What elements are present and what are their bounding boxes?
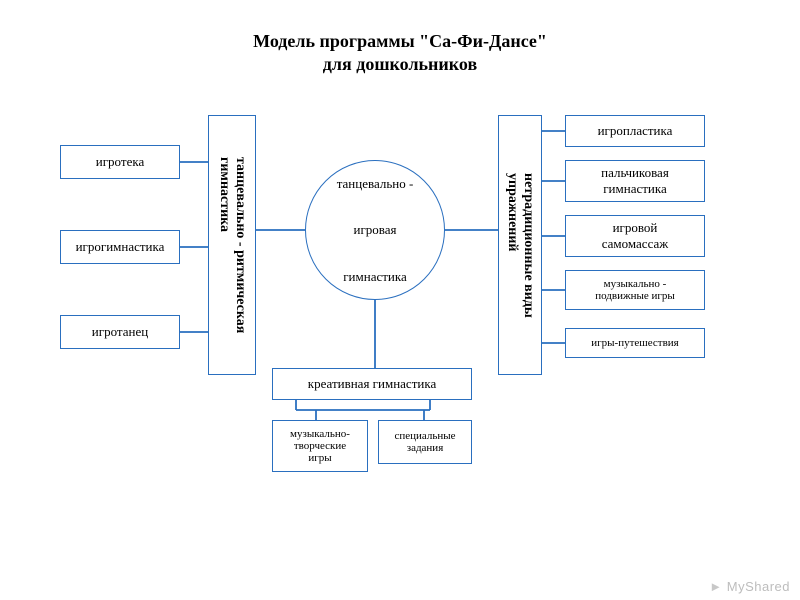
left-box-2: игротанец [60, 315, 180, 349]
right-box-3: музыкально - подвижные игры [565, 270, 705, 310]
watermark: ► MyShared [709, 579, 790, 594]
bottom-sub-box-0: музыкально- творческие игры [272, 420, 368, 472]
title-line-1: Модель программы "Са-Фи-Дансе" [253, 31, 547, 51]
bottom-sub-box-1: специальные задания [378, 420, 472, 464]
right-box-2: игровой самомассаж [565, 215, 705, 257]
left-box-1: игрогимнастика [60, 230, 180, 264]
right-vertical-box: нетрадиционные виды упражнений [498, 115, 542, 375]
center-circle: танцевально - игровая гимнастика [305, 160, 445, 300]
bottom-main-box: креативная гимнастика [272, 368, 472, 400]
left-vertical-box: танцевально - ритмическая гимнастика [208, 115, 256, 375]
left-box-0: игротека [60, 145, 180, 179]
watermark-text: MyShared [727, 579, 790, 594]
right-box-1: пальчиковая гимнастика [565, 160, 705, 202]
title-line-2: для дошкольников [323, 54, 477, 74]
diagram-page: Модель программы "Са-Фи-Дансе" для дошко… [0, 0, 800, 600]
page-title: Модель программы "Са-Фи-Дансе" для дошко… [0, 30, 800, 77]
right-box-0: игропластика [565, 115, 705, 147]
right-box-4: игры-путешествия [565, 328, 705, 358]
